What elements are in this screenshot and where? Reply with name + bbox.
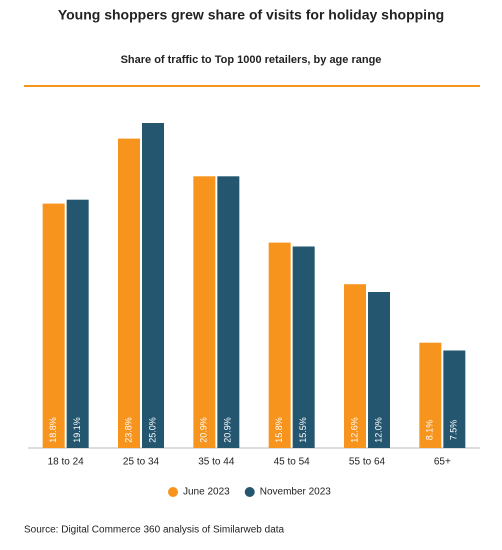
x-tick-label: 45 to 54 [274,457,311,468]
source-note: Source: Digital Commerce 360 analysis of… [24,525,285,536]
value-label: 25.0% [147,417,157,443]
bar [142,123,164,448]
bar [66,199,89,448]
bar [217,176,240,449]
bar [443,350,466,448]
value-label: 15.8% [274,417,284,443]
value-label: 7.5% [449,420,459,441]
legend-label: June 2023 [183,487,230,498]
x-tick-label: 65+ [434,457,451,468]
value-label: 12.0% [373,417,383,443]
chart-subtitle: Share of traffic to Top 1000 retailers, … [121,54,382,66]
value-label: 8.1% [425,420,435,441]
value-label: 23.8% [123,417,133,443]
bar [268,242,291,448]
bar [118,138,140,448]
value-label: 20.9% [199,417,209,443]
legend-label: November 2023 [260,487,332,498]
bar [292,246,315,448]
legend-swatch [244,487,255,497]
bar [42,203,65,448]
x-tick-label: 35 to 44 [198,457,235,468]
value-label: 18.8% [48,417,58,443]
value-label: 20.9% [223,417,233,443]
x-tick-label: 25 to 34 [123,457,160,468]
x-tick-label: 18 to 24 [48,457,85,468]
value-label: 12.6% [349,417,359,443]
chart-title: Young shoppers grew share of visits for … [58,7,444,23]
value-label: 15.5% [298,417,308,443]
bar [344,284,366,448]
bar [419,342,442,448]
legend-swatch [168,487,178,497]
bar [193,176,216,449]
bar [368,292,390,448]
value-label: 19.1% [72,417,82,443]
x-tick-label: 55 to 64 [349,457,386,468]
